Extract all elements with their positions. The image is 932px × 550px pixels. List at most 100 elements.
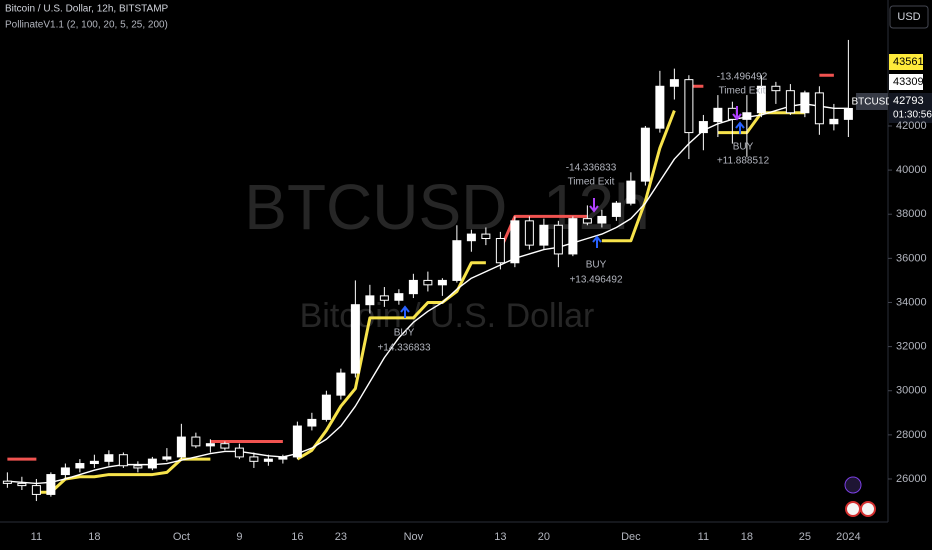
candle-body [336, 372, 346, 396]
annotation-value: -14.336833 [566, 163, 617, 174]
candle-body [582, 218, 592, 224]
currency-button[interactable] [889, 5, 929, 29]
exit-arrow [732, 106, 742, 121]
candle-body [756, 85, 766, 114]
plot [2, 39, 853, 502]
x-tick-label: Nov [404, 531, 424, 543]
candle-body [104, 454, 114, 462]
candle-body [234, 447, 244, 458]
x-tick-label: 20 [538, 531, 550, 543]
candle-body [75, 463, 85, 469]
watermark-name: Bitcoin / U.S. Dollar [300, 297, 595, 335]
annotation-value: -13.496492 [717, 72, 768, 83]
x-tick-label: 9 [236, 531, 242, 543]
candle-body [408, 279, 418, 295]
x-tick-label: Oct [173, 531, 190, 543]
candle-body [626, 180, 636, 204]
x-tick-label: 11 [698, 531, 709, 543]
buy-arrow [592, 235, 602, 248]
annotation-value: +13.496492 [569, 275, 623, 286]
y-tick-label: 32000 [896, 341, 927, 353]
buy-arrow [735, 121, 745, 134]
candle-body [495, 237, 505, 264]
candle-body [684, 79, 694, 134]
candle-body [118, 454, 128, 467]
candle-body [640, 127, 650, 182]
price-badge [889, 74, 923, 90]
y-tick-label: 38000 [896, 208, 927, 220]
candle-body [771, 85, 781, 92]
candle-body [698, 121, 708, 134]
buy-arrow [400, 305, 410, 318]
indicator-line [7, 103, 849, 485]
event-icon[interactable] [844, 476, 862, 494]
candle-body [539, 224, 549, 246]
y-tick-label: 42000 [896, 120, 927, 132]
candle-body [669, 79, 679, 87]
y-tick-label: 26000 [896, 473, 927, 485]
price-label: 43309 [893, 76, 924, 88]
annotation-title: BUY [586, 260, 607, 271]
candle-body [205, 443, 215, 447]
candle-body [611, 202, 621, 217]
candle-body [843, 107, 853, 120]
y-tick-label: 40000 [896, 164, 927, 176]
candle-body [350, 304, 360, 374]
indicator-label[interactable]: PollinateV1.1 (2, 100, 20, 5, 25, 200) [5, 20, 168, 31]
candle-body [89, 460, 99, 465]
candle-body [510, 220, 520, 264]
annotation-title: Timed Exit [719, 86, 766, 97]
x-tick-label: 23 [335, 531, 347, 543]
candle-body [60, 467, 70, 476]
annotation-value: +11.888512 [717, 156, 770, 167]
candle-body [655, 85, 665, 129]
x-tick-label: 2024 [836, 531, 860, 543]
candle-body [133, 465, 143, 469]
candle-body [524, 220, 534, 246]
candle-body [147, 458, 157, 469]
candle-body [17, 482, 27, 487]
trade-annotations: BUY +14.336833 -14.336833 Timed Exit BUY… [377, 72, 769, 354]
candle-body [800, 92, 810, 114]
chart-title: Bitcoin / U.S. Dollar, 12h, BITSTAMP [5, 4, 169, 15]
candle-body [321, 394, 331, 420]
candle-body [437, 279, 447, 286]
flag-icon[interactable] [845, 501, 861, 517]
candle-body [423, 279, 433, 286]
flag-icon[interactable] [860, 501, 876, 517]
x-tick-label: 25 [799, 531, 811, 543]
exit-arrow [589, 198, 599, 213]
y-tick-label: 28000 [896, 429, 927, 441]
candle-body [568, 218, 578, 255]
x-tick-label: 18 [88, 531, 100, 543]
annotation-title: BUY [733, 142, 754, 153]
symbol-label: BTCUSD [851, 97, 892, 108]
currency-label[interactable]: USD [897, 11, 920, 23]
candle-body [220, 443, 230, 449]
y-tick-label: 34000 [896, 296, 927, 308]
candle-body [46, 474, 56, 495]
candle-body [31, 485, 41, 495]
candle-body [307, 418, 317, 427]
candle-body [394, 293, 404, 301]
candle-body [713, 107, 723, 123]
annotation-title: Timed Exit [568, 177, 615, 188]
x-tick-label: 11 [31, 531, 42, 543]
candle-body [785, 90, 795, 114]
y-tick-label: 36000 [896, 252, 927, 264]
price-badge [889, 54, 923, 70]
candle-body [162, 456, 172, 460]
candle-body [365, 295, 375, 306]
watermark-symbol: BTCUSD, 12h [244, 171, 649, 243]
candle-body [466, 233, 476, 242]
candle-body [742, 112, 752, 120]
candle-body [829, 118, 839, 125]
x-tick-label: 16 [291, 531, 303, 543]
candle-body [263, 458, 273, 462]
candle-body [379, 295, 389, 301]
candle-body [292, 425, 302, 458]
candle-body [191, 436, 201, 447]
watermark: BTCUSD, 12h Bitcoin / U.S. Dollar [244, 171, 649, 335]
price-label: 43561 [893, 56, 924, 68]
